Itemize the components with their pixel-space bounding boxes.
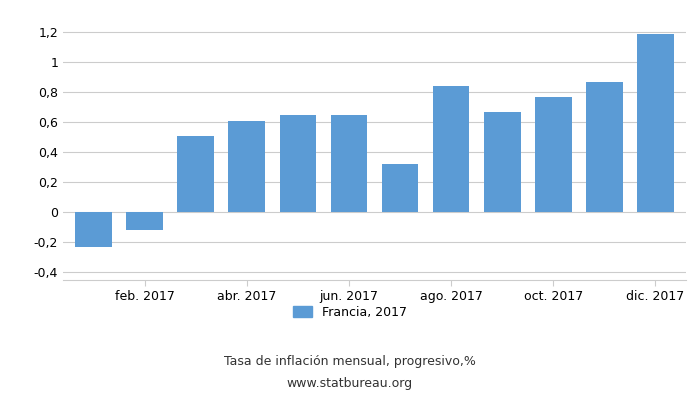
Bar [126,212,163,230]
Bar [433,86,470,212]
Bar [279,115,316,212]
Bar [330,115,368,212]
Bar [382,164,419,212]
Text: Tasa de inflación mensual, progresivo,%: Tasa de inflación mensual, progresivo,% [224,356,476,368]
Text: www.statbureau.org: www.statbureau.org [287,378,413,390]
Bar [535,97,572,212]
Bar [76,212,112,247]
Bar [637,34,673,212]
Bar [177,136,214,212]
Legend: Francia, 2017: Francia, 2017 [288,301,412,324]
Bar [586,82,623,212]
Bar [228,121,265,212]
Bar [484,112,521,212]
